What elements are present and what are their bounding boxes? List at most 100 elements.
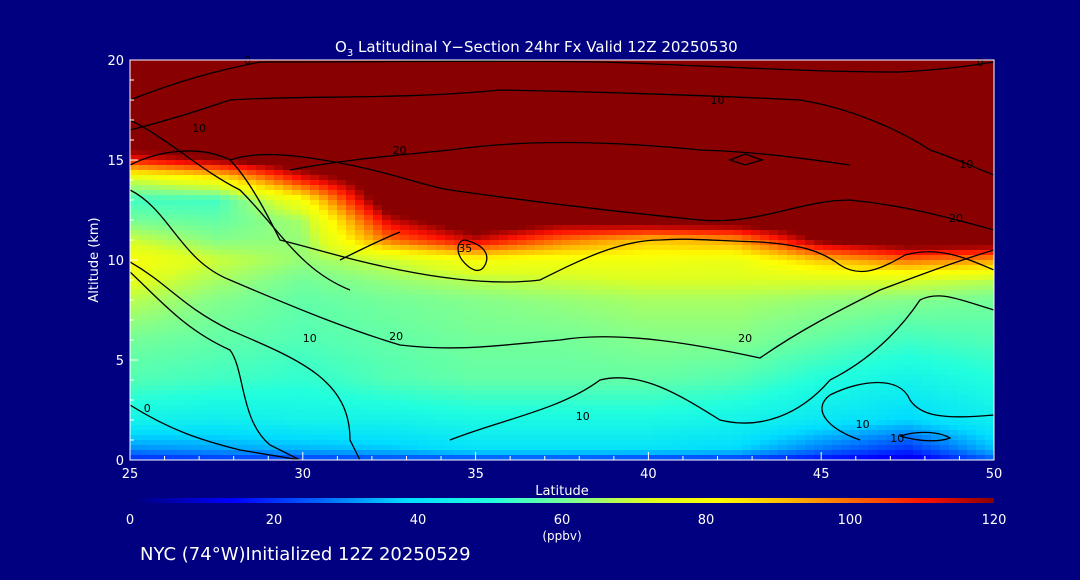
heatmap-cell	[400, 170, 410, 176]
heatmap-cell	[778, 175, 788, 181]
heatmap-cell	[589, 260, 599, 266]
heatmap-cell	[220, 310, 230, 316]
heatmap-cell	[697, 205, 707, 211]
heatmap-cell	[463, 225, 473, 231]
heatmap-cell	[868, 150, 878, 156]
heatmap-cell	[868, 145, 878, 151]
heatmap-cell	[229, 180, 239, 186]
heatmap-cell	[472, 195, 482, 201]
heatmap-cell	[553, 290, 563, 296]
heatmap-cell	[661, 265, 671, 271]
heatmap-cell	[418, 310, 428, 316]
heatmap-cell	[823, 135, 833, 141]
heatmap-cell	[706, 220, 716, 226]
heatmap-cell	[913, 185, 923, 191]
heatmap-cell	[310, 270, 320, 276]
heatmap-cell	[544, 160, 554, 166]
heatmap-cell	[400, 250, 410, 256]
heatmap-cell	[859, 255, 869, 261]
heatmap-cell	[841, 100, 851, 106]
heatmap-cell	[175, 235, 185, 241]
heatmap-cell	[598, 220, 608, 226]
heatmap-cell	[283, 310, 293, 316]
heatmap-cell	[211, 240, 221, 246]
heatmap-cell	[427, 90, 437, 96]
heatmap-cell	[391, 140, 401, 146]
heatmap-cell	[508, 145, 518, 151]
heatmap-cell	[571, 245, 581, 251]
heatmap-cell	[445, 135, 455, 141]
heatmap-cell	[283, 260, 293, 266]
heatmap-cell	[283, 85, 293, 91]
heatmap-cell	[670, 100, 680, 106]
heatmap-cell	[616, 235, 626, 241]
heatmap-cell	[625, 165, 635, 171]
heatmap-cell	[148, 125, 158, 131]
heatmap-cell	[904, 110, 914, 116]
heatmap-cell	[238, 100, 248, 106]
heatmap-cell	[202, 70, 212, 76]
heatmap-cell	[319, 210, 329, 216]
heatmap-cell	[337, 230, 347, 236]
heatmap-cell	[508, 170, 518, 176]
heatmap-cell	[958, 230, 968, 236]
heatmap-cell	[634, 235, 644, 241]
heatmap-cell	[778, 85, 788, 91]
heatmap-cell	[670, 250, 680, 256]
heatmap-cell	[634, 250, 644, 256]
heatmap-cell	[625, 160, 635, 166]
heatmap-cell	[922, 75, 932, 81]
heatmap-cell	[265, 225, 275, 231]
heatmap-cell	[544, 100, 554, 106]
heatmap-cell	[490, 175, 500, 181]
heatmap-cell	[157, 240, 167, 246]
heatmap-cell	[625, 80, 635, 86]
heatmap-cell	[427, 60, 437, 66]
heatmap-cell	[571, 220, 581, 226]
heatmap-cell	[913, 115, 923, 121]
heatmap-cell	[499, 165, 509, 171]
heatmap-cell	[868, 270, 878, 276]
heatmap-cell	[193, 285, 203, 291]
heatmap-cell	[571, 290, 581, 296]
heatmap-cell	[517, 110, 527, 116]
heatmap-cell	[445, 140, 455, 146]
heatmap-cell	[652, 60, 662, 66]
heatmap-cell	[454, 260, 464, 266]
heatmap-cell	[724, 315, 734, 321]
heatmap-cell	[337, 80, 347, 86]
heatmap-cell	[958, 245, 968, 251]
heatmap-cell	[634, 70, 644, 76]
heatmap-cell	[364, 235, 374, 241]
heatmap-cell	[436, 140, 446, 146]
heatmap-cell	[391, 135, 401, 141]
heatmap-cell	[202, 240, 212, 246]
heatmap-cell	[958, 260, 968, 266]
heatmap-cell	[688, 225, 698, 231]
heatmap-cell	[805, 100, 815, 106]
heatmap-cell	[625, 65, 635, 71]
heatmap-cell	[337, 155, 347, 161]
heatmap-cell	[760, 185, 770, 191]
heatmap-cell	[913, 220, 923, 226]
heatmap-cell	[337, 235, 347, 241]
heatmap-cell	[247, 100, 257, 106]
heatmap-cell	[427, 265, 437, 271]
heatmap-cell	[670, 245, 680, 251]
heatmap-cell	[391, 70, 401, 76]
heatmap-cell	[418, 260, 428, 266]
heatmap-cell	[796, 190, 806, 196]
heatmap-cell	[940, 105, 950, 111]
heatmap-cell	[499, 225, 509, 231]
heatmap-cell	[670, 310, 680, 316]
heatmap-cell	[283, 245, 293, 251]
heatmap-cell	[697, 265, 707, 271]
heatmap-cell	[616, 85, 626, 91]
heatmap-cell	[220, 200, 230, 206]
heatmap-cell	[679, 145, 689, 151]
heatmap-cell	[850, 220, 860, 226]
heatmap-cell	[130, 145, 140, 151]
heatmap-cell	[283, 250, 293, 256]
heatmap-cell	[517, 105, 527, 111]
heatmap-cell	[517, 95, 527, 101]
